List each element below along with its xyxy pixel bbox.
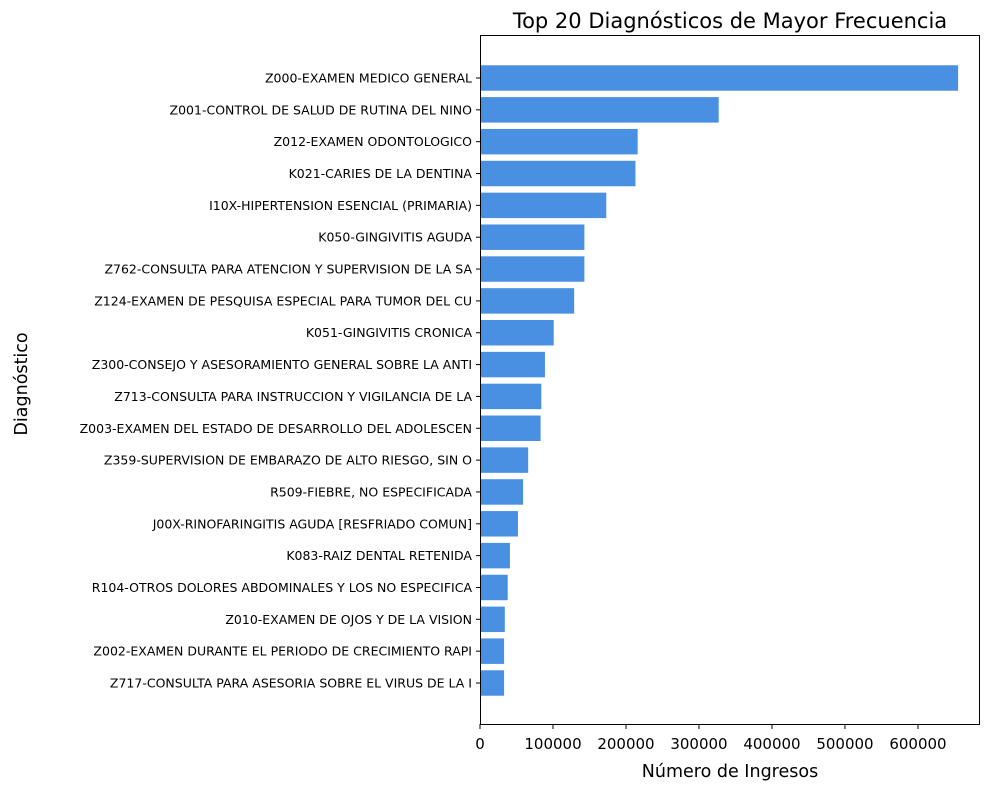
y-tick-label: Z124-EXAMEN DE PESQUISA ESPECIAL PARA TU… [94,293,472,308]
bar [480,192,607,219]
y-tick-label: Z000-EXAMEN MEDICO GENERAL [265,71,472,86]
bar [480,160,636,187]
x-tick-label: 600000 [889,735,946,753]
bar [480,542,510,569]
bar [480,447,529,473]
bars-group [480,65,959,696]
y-tick-label: Z300-CONSEJO Y ASESORAMIENTO GENERAL SOB… [92,357,472,372]
bar [480,97,719,123]
x-tick-label: 0 [475,735,485,753]
y-tick-label: Z002-EXAMEN DURANTE EL PERIODO DE CRECIM… [93,644,472,659]
bar [480,320,554,346]
y-tick-label: Z359-SUPERVISION DE EMBARAZO DE ALTO RIE… [104,453,472,468]
y-tick-label: R104-OTROS DOLORES ABDOMINALES Y LOS NO … [92,580,473,595]
bar [480,606,505,633]
y-tick-label: K021-CARIES DE LA DENTINA [289,166,473,181]
bar [480,224,585,250]
y-tick-label: R509-FIEBRE, NO ESPECIFICADA [270,484,472,499]
y-tick-label: K083-RAIZ DENTAL RETENIDA [286,548,472,563]
x-axis-label: Número de Ingresos [642,762,818,782]
y-tick-label: Z717-CONSULTA PARA ASESORIA SOBRE EL VIR… [110,676,472,691]
x-tick-label: 200000 [597,735,654,753]
y-tick-label: J00X-RINOFARINGITIS AGUDA [RESFRIADO COM… [152,516,472,531]
y-axis-label: Diagnóstico [12,332,32,435]
y-tick-label: Z713-CONSULTA PARA INSTRUCCION Y VIGILAN… [114,389,472,404]
y-tick-labels: Z000-EXAMEN MEDICO GENERAL Z001-CONTROL D… [80,71,480,691]
y-tick-label: I10X-HIPERTENSION ESENCIAL (PRIMARIA) [209,198,472,213]
plot-frame [480,35,980,725]
bar [480,128,638,155]
bar [480,65,959,91]
y-tick-label: Z010-EXAMEN DE OJOS Y DE LA VISION [225,612,472,627]
bar [480,670,505,696]
bar [480,638,505,664]
bar [480,288,575,314]
bar [480,479,524,505]
chart-title: Top 20 Diagnósticos de Mayor Frecuencia [512,9,947,33]
bar [480,415,541,441]
y-tick-label: Z003-EXAMEN DEL ESTADO DE DESARROLLO DEL… [80,421,472,436]
y-tick-label: K051-GINGIVITIS CRONICA [306,325,473,340]
x-tick-label: 400000 [743,735,800,753]
y-tick-label: Z012-EXAMEN ODONTOLOGICO [274,134,473,149]
bar [480,511,518,537]
bar [480,351,545,378]
x-ticks: 0 100000 200000 300000 400000 500000 600000 [475,724,947,753]
x-tick-label: 500000 [816,735,873,753]
y-tick-label: Z762-CONSULTA PARA ATENCION Y SUPERVISIO… [104,262,472,277]
bar [480,574,508,601]
bar [480,256,585,282]
x-tick-label: 300000 [670,735,727,753]
y-tick-label: Z001-CONTROL DE SALUD DE RUTINA DEL NINO [170,102,473,117]
bar [480,383,542,410]
y-tick-label: K050-GINGIVITIS AGUDA [318,230,472,245]
x-tick-label: 100000 [524,735,581,753]
